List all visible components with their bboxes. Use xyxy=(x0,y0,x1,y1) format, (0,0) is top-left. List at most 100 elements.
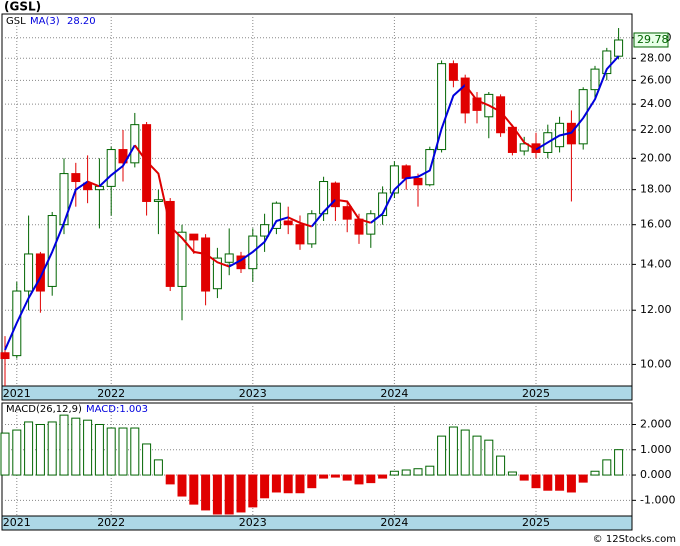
macd-bar xyxy=(366,474,376,484)
candle-body xyxy=(319,181,329,215)
last-price-box xyxy=(633,32,669,48)
candle-body xyxy=(354,218,364,235)
candle-body xyxy=(389,165,399,194)
ma-line xyxy=(87,180,100,188)
legend-ma: MA(3) xyxy=(30,16,60,27)
ma-line xyxy=(335,198,372,224)
y-tick-label: 24.00 xyxy=(640,97,672,110)
candle-body xyxy=(283,220,293,226)
y-tick-label: 26.00 xyxy=(640,73,672,86)
candle-body xyxy=(189,233,199,241)
macd-bar xyxy=(201,474,211,511)
y-tick-label: 10.00 xyxy=(640,357,672,370)
candle-body xyxy=(35,253,45,292)
candle-body xyxy=(614,39,624,57)
candle-body xyxy=(366,213,376,235)
candle-body xyxy=(260,224,270,237)
macd-bar xyxy=(602,459,612,476)
x-tick-label: 2021 xyxy=(3,387,31,400)
macd-bar xyxy=(248,474,258,508)
x-tick-label: 2024 xyxy=(380,516,408,529)
candle-body xyxy=(472,97,482,111)
x-tick-label: 2023 xyxy=(239,516,267,529)
x-tick-label: 2025 xyxy=(522,387,550,400)
candle-body xyxy=(330,182,340,208)
macd-bar xyxy=(555,474,565,491)
macd-bar xyxy=(330,474,340,478)
macd-bar xyxy=(484,439,494,476)
ma-line xyxy=(228,216,289,268)
candle-body xyxy=(401,165,411,179)
candle-body xyxy=(142,124,152,202)
macd-bar xyxy=(401,469,411,476)
macd-value: MACD:1.003 xyxy=(86,404,148,415)
ma-line xyxy=(311,199,337,228)
y-tick-label: -1.000 xyxy=(640,493,675,506)
macd-bar xyxy=(437,435,447,476)
macd-bar xyxy=(212,474,222,515)
ma-line xyxy=(370,84,466,224)
chart-title: (GSL) xyxy=(4,0,41,14)
macd-bar xyxy=(295,474,305,494)
candle-body xyxy=(460,77,470,114)
candle-body xyxy=(295,224,305,245)
x-tick-label: 2022 xyxy=(97,387,125,400)
candle-body xyxy=(201,237,211,292)
macd-bar xyxy=(531,474,541,489)
x-tick-label: 2024 xyxy=(380,387,408,400)
candle-body xyxy=(590,68,600,91)
macd-bar xyxy=(283,474,293,494)
candle-body xyxy=(602,50,612,75)
y-tick-label: 16.00 xyxy=(640,218,672,231)
macd-bar xyxy=(389,470,399,476)
macd-bar xyxy=(271,474,281,493)
x-tick-label: 2022 xyxy=(97,516,125,529)
candle-body xyxy=(413,177,423,186)
macd-bar xyxy=(165,474,175,485)
macd-bar xyxy=(566,474,576,493)
macd-bar xyxy=(472,435,482,476)
macd-bar xyxy=(425,465,435,476)
candle-body xyxy=(153,199,163,202)
macd-bar xyxy=(378,474,388,479)
candle-body xyxy=(496,96,506,134)
macd-bar xyxy=(106,427,116,476)
macd-bar xyxy=(236,474,246,513)
macd-title: MACD(26,12,9) xyxy=(6,404,82,415)
macd-bar xyxy=(177,474,187,497)
candle-body xyxy=(71,173,81,183)
ma-line xyxy=(287,216,313,228)
x-tick-label: 2023 xyxy=(239,387,267,400)
ma-line xyxy=(464,84,537,151)
candle-body xyxy=(307,213,317,245)
macd-bar xyxy=(342,474,352,481)
y-tick-label: 22.00 xyxy=(640,123,672,136)
y-tick-label: 12.00 xyxy=(640,303,672,316)
candle-body xyxy=(0,352,10,360)
candle-body xyxy=(519,143,529,152)
macd-bar xyxy=(496,455,506,476)
macd-bar xyxy=(354,474,364,485)
legend-ma-value: 28.20 xyxy=(67,16,96,27)
macd-bar xyxy=(448,426,458,476)
macd-bar xyxy=(307,474,317,489)
candle-body xyxy=(212,257,222,290)
macd-bar xyxy=(590,470,600,476)
macd-bar xyxy=(47,421,57,476)
macd-bar xyxy=(224,474,234,515)
macd-bar xyxy=(94,423,104,476)
date-strip xyxy=(1,385,633,401)
candle-body xyxy=(271,202,281,229)
macd-bar xyxy=(260,474,270,499)
candle-body xyxy=(94,185,104,191)
macd-bar xyxy=(460,429,470,476)
macd-bar xyxy=(319,474,329,479)
macd-bar xyxy=(118,427,128,476)
y-tick-label: 2.000 xyxy=(640,417,672,430)
macd-bar xyxy=(142,443,152,476)
ma-line xyxy=(133,144,230,268)
y-tick-label: 1.000 xyxy=(640,443,672,456)
date-strip xyxy=(1,515,633,531)
macd-bar xyxy=(35,423,45,476)
